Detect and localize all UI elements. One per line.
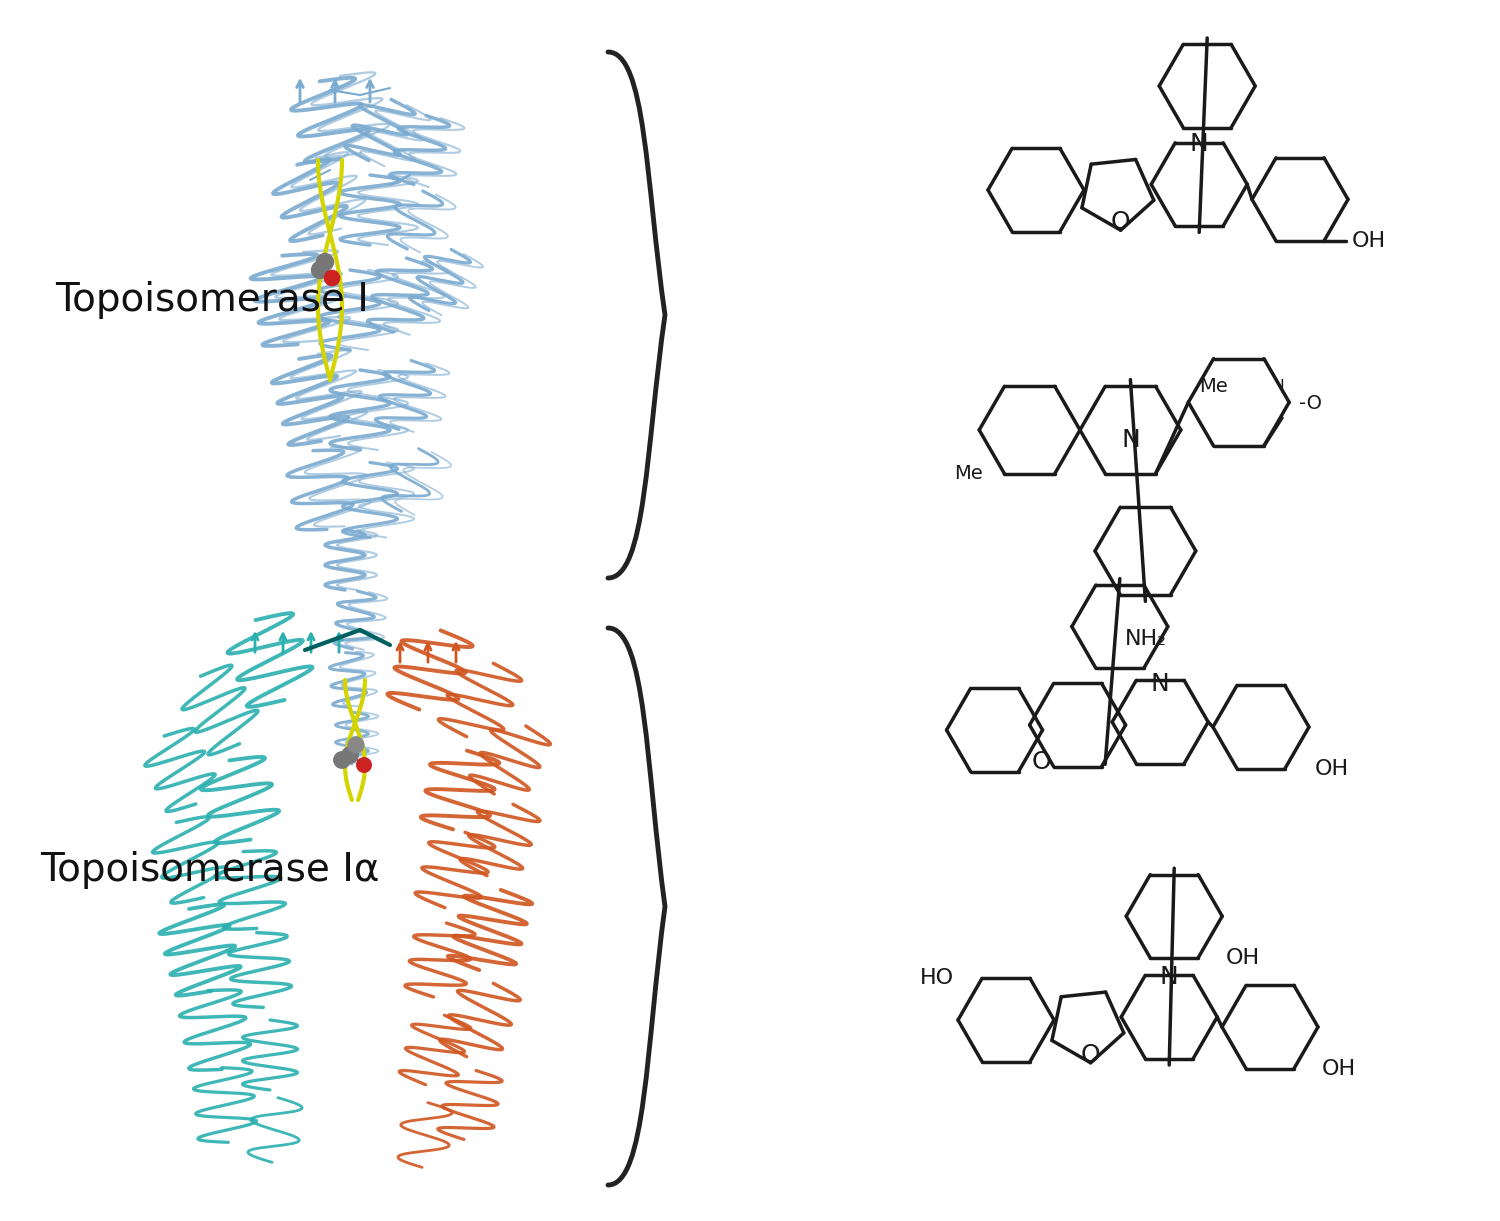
Text: O: O xyxy=(1082,1043,1101,1067)
Text: Me: Me xyxy=(1198,376,1228,396)
FancyArrowPatch shape xyxy=(308,634,314,652)
Point xyxy=(330,750,354,769)
Text: N: N xyxy=(1120,429,1140,452)
FancyArrowPatch shape xyxy=(297,81,303,103)
FancyArrowPatch shape xyxy=(453,643,459,662)
Text: Topoisomerase Iα: Topoisomerase Iα xyxy=(40,851,380,889)
Text: Me: Me xyxy=(954,464,982,484)
Text: OH: OH xyxy=(1322,1059,1356,1078)
Point xyxy=(320,269,344,288)
Text: OH: OH xyxy=(1226,947,1260,968)
Text: O: O xyxy=(1112,210,1131,234)
FancyArrowPatch shape xyxy=(424,643,430,662)
Point xyxy=(314,253,338,272)
Point xyxy=(352,756,376,775)
FancyArrowPatch shape xyxy=(366,81,374,103)
Text: OH: OH xyxy=(1352,231,1386,252)
FancyArrowPatch shape xyxy=(398,643,404,662)
Text: N: N xyxy=(1150,672,1170,696)
FancyArrowPatch shape xyxy=(252,634,258,652)
FancyArrowPatch shape xyxy=(336,634,342,652)
Text: N: N xyxy=(1160,965,1179,989)
Text: Topoisomerase I: Topoisomerase I xyxy=(56,281,369,319)
FancyArrowPatch shape xyxy=(332,81,339,103)
Point xyxy=(338,745,362,764)
Text: -O: -O xyxy=(1299,394,1322,414)
Text: N: N xyxy=(1190,132,1209,156)
Text: NH₂: NH₂ xyxy=(1125,629,1167,650)
Point xyxy=(308,260,332,280)
Text: OH: OH xyxy=(1316,758,1348,779)
Text: l: l xyxy=(1280,379,1284,397)
Text: HO: HO xyxy=(920,968,954,989)
Point xyxy=(344,735,368,755)
FancyArrowPatch shape xyxy=(280,634,286,652)
Text: O: O xyxy=(1032,750,1052,774)
